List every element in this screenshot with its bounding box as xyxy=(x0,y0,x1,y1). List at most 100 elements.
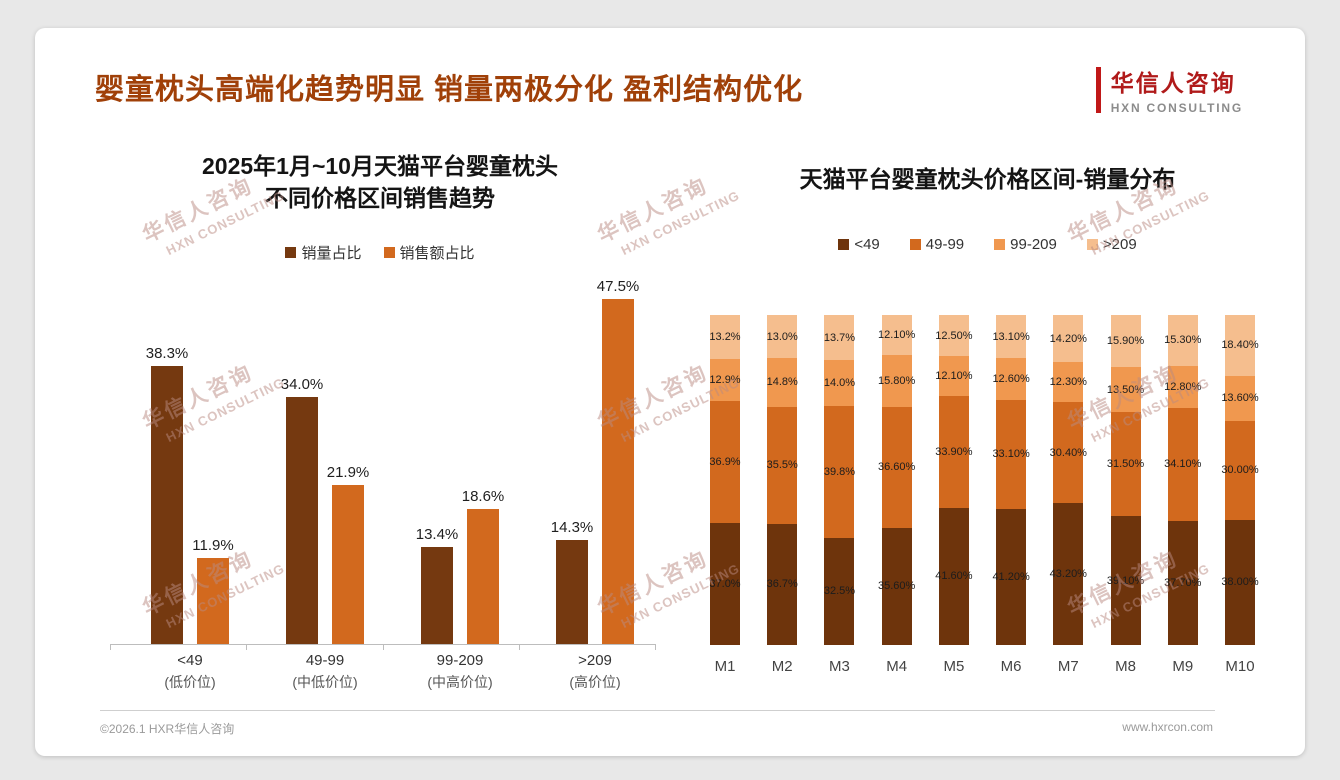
stacked-bar: 38.00% 30.00% 13.60% 18.40% xyxy=(1221,315,1259,645)
stacked-bar: 41.60% 33.90% 12.10% 12.50% xyxy=(935,315,973,645)
legend-item: >209 xyxy=(1086,236,1137,253)
bar xyxy=(556,540,588,644)
stack-segment: 13.7% xyxy=(824,315,855,361)
stack-segment: 39.8% xyxy=(823,406,856,538)
x-axis-label: M3 xyxy=(829,658,850,675)
legend-item: 销售额占比 xyxy=(383,242,475,263)
left-chart-plot: 38.3% 11.9% 34.0% 21.9% 13.4% 18.6% 14.3% 47.5% xyxy=(110,271,656,650)
bar xyxy=(602,299,634,644)
bar-group: 38.3% 11.9% xyxy=(146,345,234,644)
stacked-bar: 32.5% 39.8% 14.0% 13.7% xyxy=(823,315,856,645)
bar xyxy=(151,365,183,644)
x-axis-label: M6 xyxy=(1000,658,1022,675)
stacked-bar: 43.20% 30.40% 12.30% 14.20% xyxy=(1050,315,1087,645)
stack-segment: 32.5% xyxy=(823,537,856,645)
bar-wrap: 18.6% xyxy=(462,488,504,644)
x-axis-label: M2 xyxy=(771,658,793,675)
segment-value-label: 38.00% xyxy=(1221,576,1259,589)
bar-group: 14.3% 47.5% xyxy=(551,278,639,644)
stack-segment: 15.90% xyxy=(1107,314,1144,368)
bar xyxy=(421,546,453,644)
segment-value-label: 35.60% xyxy=(878,580,916,593)
segment-value-label: 41.60% xyxy=(935,570,973,583)
segment-value-label: 32.5% xyxy=(823,585,856,598)
x-axis-label: M7 xyxy=(1057,658,1079,675)
x-axis-category: 49-99 xyxy=(305,652,345,669)
stack-segment: 12.30% xyxy=(1050,361,1087,403)
segment-value-label: 13.10% xyxy=(992,330,1030,343)
stack-segment: 12.9% xyxy=(709,358,741,402)
left-chart-title-line1: 2025年1月~10月天猫平台婴童枕头 xyxy=(202,153,558,179)
x-axis-category-sub: (中低价位) xyxy=(292,674,358,690)
left-chart-title: 2025年1月~10月天猫平台婴童枕头 不同价格区间销售趋势 xyxy=(120,150,640,214)
stack-segment: 12.50% xyxy=(935,315,973,357)
bar-group: 34.0% 21.9% xyxy=(281,376,369,644)
segment-value-label: 15.90% xyxy=(1106,335,1145,348)
stack-segment: 43.20% xyxy=(1050,502,1087,645)
right-chart-plot: 37.0% 36.9% 12.9% 13.2% 36.7% 35.5% 14.8% 13.0%… xyxy=(695,314,1270,645)
left-chart-title-line2: 不同价格区间销售趋势 xyxy=(265,185,495,212)
axis-tick xyxy=(382,644,384,650)
stack-segment: 18.40% xyxy=(1221,315,1259,376)
x-axis-label: M1 xyxy=(714,658,736,675)
bar-value-label: 13.4% xyxy=(415,525,459,543)
segment-value-label: 14.20% xyxy=(1049,332,1087,345)
segment-value-label: 36.60% xyxy=(878,461,916,474)
x-axis-category: 99-209 xyxy=(436,652,484,669)
x-axis-category-sub: (中高价位) xyxy=(427,674,493,690)
company-logo: 华信人咨询 HXN CONSULTING xyxy=(1095,64,1243,115)
stack-segment: 12.10% xyxy=(878,314,915,355)
stack-segment: 13.10% xyxy=(992,315,1030,359)
segment-value-label: 30.40% xyxy=(1049,446,1087,459)
bar-wrap: 21.9% xyxy=(327,464,369,644)
legend-swatch-icon xyxy=(994,239,1006,250)
x-axis-label: M4 xyxy=(886,658,908,675)
stack-segment: 39.10% xyxy=(1107,516,1144,645)
logo-name-en: HXN CONSULTING xyxy=(1110,101,1243,115)
legend-label: 销量占比 xyxy=(301,245,362,262)
bar-wrap: 38.3% xyxy=(146,345,188,644)
stack-segment: 15.30% xyxy=(1164,315,1201,366)
legend-swatch-icon xyxy=(909,239,921,250)
legend-item: 99-209 xyxy=(994,236,1057,253)
stack-segment: 38.00% xyxy=(1221,519,1259,645)
segment-value-label: 13.0% xyxy=(766,330,798,343)
x-axis-label: M5 xyxy=(943,658,965,675)
stack-segment: 37.0% xyxy=(709,522,741,645)
stacked-bar: 41.20% 33.10% 12.60% 13.10% xyxy=(992,315,1030,645)
x-axis-label: 99-209 (中高价位) xyxy=(395,652,525,692)
segment-value-label: 12.10% xyxy=(878,328,916,341)
stack-segment: 36.9% xyxy=(709,401,741,523)
stack-segment: 41.60% xyxy=(935,507,973,645)
bar-value-label: 38.3% xyxy=(145,344,189,362)
segment-value-label: 13.60% xyxy=(1221,392,1259,405)
bar-wrap: 34.0% xyxy=(281,376,323,644)
segment-value-label: 34.10% xyxy=(1164,458,1202,471)
segment-value-label: 13.50% xyxy=(1106,383,1145,396)
bar-value-label: 34.0% xyxy=(280,376,324,394)
slide-title: 婴童枕头高端化趋势明显 销量两极分化 盈利结构优化 xyxy=(95,74,804,106)
segment-value-label: 13.2% xyxy=(709,330,741,343)
segment-value-label: 36.7% xyxy=(766,578,798,591)
stacked-bar: 36.7% 35.5% 14.8% 13.0% xyxy=(766,315,798,645)
right-chart-legend: <49 49-99 99-209 >209 xyxy=(715,236,1260,253)
segment-value-label: 31.50% xyxy=(1106,458,1145,470)
segment-value-label: 12.30% xyxy=(1049,376,1087,389)
stack-segment: 36.60% xyxy=(878,406,915,528)
right-chart-title: 天猫平台婴童枕头价格区间-销量分布 xyxy=(799,166,1176,192)
segment-value-label: 12.9% xyxy=(709,373,741,386)
legend-label: 99-209 xyxy=(1010,236,1057,253)
stacked-bar: 37.0% 36.9% 12.9% 13.2% xyxy=(709,314,741,645)
segment-value-label: 39.8% xyxy=(823,466,856,479)
segment-value-label: 12.60% xyxy=(992,373,1030,386)
segment-value-label: 14.8% xyxy=(766,376,798,389)
logo-name-cn: 华信人咨询 xyxy=(1110,70,1236,96)
bar xyxy=(286,397,318,644)
stack-segment: 12.80% xyxy=(1164,365,1201,408)
bar-value-label: 21.9% xyxy=(326,463,370,481)
x-axis-label: >209 (高价位) xyxy=(530,652,660,692)
bar-value-label: 14.3% xyxy=(550,519,594,537)
bar xyxy=(467,508,499,644)
segment-value-label: 30.00% xyxy=(1221,464,1259,477)
segment-value-label: 12.50% xyxy=(935,329,973,342)
